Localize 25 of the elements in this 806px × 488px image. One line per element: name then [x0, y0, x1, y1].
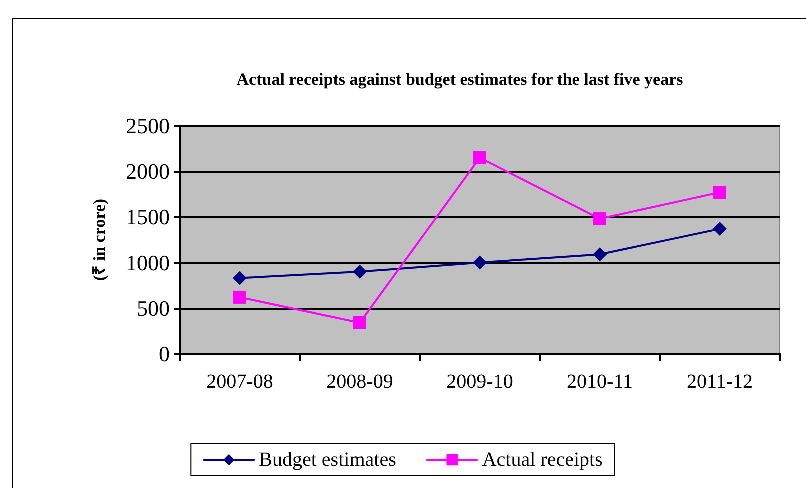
x-tick-label: 2007-08 [206, 371, 274, 393]
point [474, 151, 486, 164]
y-tick-label: 1000 [126, 250, 170, 276]
y-tick-label: 2500 [126, 114, 170, 138]
y-tick-label: 1500 [126, 204, 170, 230]
y-axis-title: (₹ in crore) [90, 198, 109, 282]
point [473, 256, 487, 270]
y-tick-label: 500 [137, 296, 170, 321]
x-tick-label: 2009-10 [446, 371, 514, 393]
y-tick-label: 0 [159, 342, 170, 366]
point [353, 264, 367, 279]
point [713, 222, 727, 236]
x-tick-label: 2008-09 [326, 371, 394, 393]
legend-label: Actual receipts [482, 449, 604, 471]
x-tick-label: 2011-12 [687, 371, 753, 393]
x-tick-label: 2010-11 [567, 371, 633, 393]
point [714, 186, 726, 200]
y-tick-label: 2000 [126, 159, 170, 184]
point [594, 212, 606, 226]
point [593, 248, 607, 262]
point [234, 290, 246, 304]
point [354, 316, 366, 330]
point [233, 271, 247, 286]
legend-label: Budget estimates [259, 449, 397, 471]
chart-title: Actual receipts against budget estimates for the last five years [236, 70, 684, 89]
